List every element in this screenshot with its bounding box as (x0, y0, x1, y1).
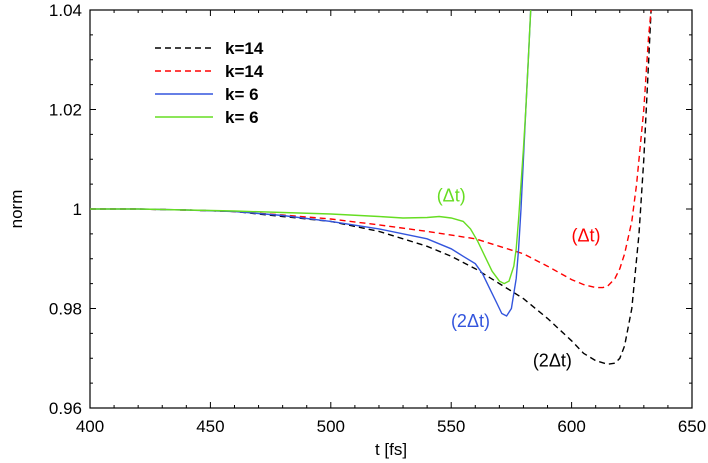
annotation-3: (2Δt) (451, 311, 490, 331)
y-tick-label: 0.96 (49, 399, 82, 418)
y-axis-label: norm (7, 190, 26, 229)
series-line-1 (90, 10, 652, 365)
y-tick-label: 1.04 (49, 1, 82, 20)
plot-frame (89, 9, 693, 409)
annotation-4: (2Δt) (533, 351, 572, 371)
legend-label-4: k= 6 (225, 108, 259, 127)
axis-ticks (89, 9, 693, 409)
annotations: (Δt) (Δt) (2Δt) (2Δt) (437, 186, 601, 371)
y-tick-label: 1 (73, 200, 82, 219)
series-line-3 (90, 10, 532, 317)
annotation-1: (Δt) (437, 186, 466, 206)
legend-label-2: k=14 (225, 62, 264, 81)
x-tick-label: 650 (678, 417, 706, 436)
x-tick-label: 450 (196, 417, 224, 436)
legend: k=14 k=14 k= 6 k= 6 (155, 39, 264, 127)
legend-label-1: k=14 (225, 39, 264, 58)
series-lines (90, 10, 652, 365)
x-axis-label: t [fs] (375, 440, 407, 459)
legend-label-3: k= 6 (225, 85, 259, 104)
x-tick-label: 600 (557, 417, 585, 436)
series-line-4 (90, 10, 532, 285)
y-tick-label: 1.02 (49, 101, 82, 120)
annotation-2: (Δt) (572, 225, 601, 245)
x-tick-label: 500 (317, 417, 345, 436)
x-tick-label: 550 (437, 417, 465, 436)
series-line-2 (90, 10, 652, 289)
y-tick-label: 0.98 (49, 300, 82, 319)
tick-labels: 400 450 500 550 600 650 0.96 0.98 1 1.02 1.04 (49, 1, 706, 436)
x-tick-label: 400 (76, 417, 104, 436)
